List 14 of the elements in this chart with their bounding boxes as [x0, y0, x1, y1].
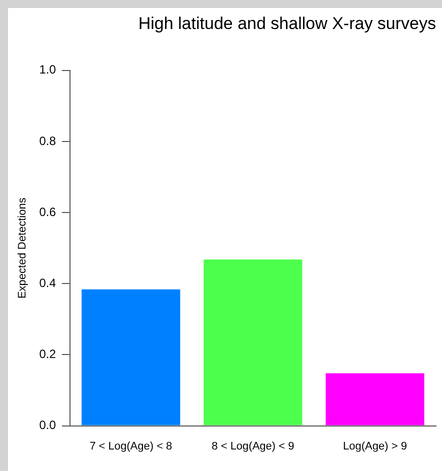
- bar: [326, 373, 424, 426]
- chart-title: High latitude and shallow X-ray surveys: [138, 14, 436, 33]
- bar: [204, 259, 302, 426]
- y-tick-label: 0.4: [39, 276, 56, 290]
- y-tick-label: 0.2: [39, 347, 56, 362]
- bar: [82, 289, 180, 426]
- y-tick-label: 0.0: [39, 418, 56, 432]
- y-tick-label: 0.8: [39, 134, 56, 148]
- y-axis-title: Expected Detections: [16, 197, 29, 299]
- y-tick-label: 0.6: [39, 204, 56, 219]
- x-tick-label: 7 < Log(Age) < 8: [90, 440, 172, 452]
- x-tick-label: 8 < Log(Age) < 9: [212, 440, 294, 452]
- y-tick-label: 1.0: [39, 62, 56, 77]
- x-tick-label: Log(Age) > 9: [343, 440, 407, 452]
